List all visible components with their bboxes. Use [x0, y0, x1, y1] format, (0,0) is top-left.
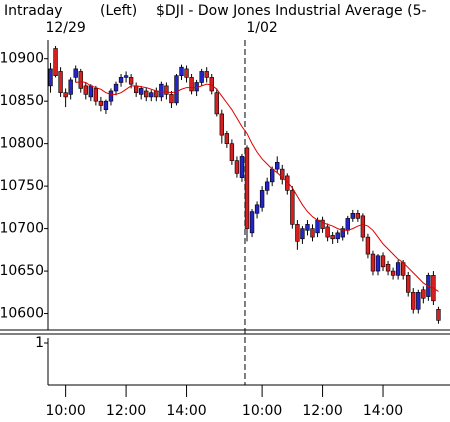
y-tick-label: 10850 — [0, 93, 44, 109]
candle-body — [78, 71, 83, 89]
candle-body — [411, 292, 416, 310]
candle-body — [290, 190, 295, 225]
y-tick-label: 10600 — [0, 306, 44, 322]
candle-body — [103, 100, 109, 110]
candle-body — [169, 94, 174, 104]
candle-body — [350, 213, 355, 219]
candle-body — [395, 262, 401, 276]
candle-body — [154, 90, 159, 98]
candle-body — [144, 90, 149, 98]
candle-body — [254, 204, 260, 214]
y-tick-label: 10700 — [0, 221, 44, 237]
candle-body — [48, 68, 53, 87]
candle-body — [234, 160, 240, 174]
candle-body — [83, 85, 88, 95]
candle-body — [380, 255, 386, 268]
x-tick-label: 12:00 — [106, 403, 146, 419]
candle-body — [385, 263, 391, 272]
candle-body — [53, 48, 58, 76]
candle-body — [209, 77, 214, 92]
candle-body — [305, 224, 310, 231]
candle-body — [88, 85, 94, 98]
candle-body — [58, 71, 63, 93]
candle-body — [315, 219, 320, 234]
candle-body — [320, 219, 325, 229]
candle-body — [133, 85, 139, 93]
candle-body — [108, 90, 114, 102]
candle-body — [68, 79, 73, 95]
candle-body — [416, 292, 421, 310]
y-tick-label: 10800 — [0, 136, 44, 152]
candle-body — [149, 92, 154, 98]
candle-body — [249, 211, 255, 234]
candle-body — [98, 100, 104, 106]
candle-body — [406, 275, 411, 293]
y-tick-label: 10750 — [0, 178, 44, 194]
candle-body — [184, 68, 189, 78]
candle-body — [345, 218, 350, 231]
candle-body — [189, 77, 194, 92]
candle-body — [330, 235, 335, 240]
candle-body — [360, 215, 366, 238]
candle-body — [179, 66, 184, 76]
y-tick-label: 10900 — [0, 51, 44, 67]
candle-body — [244, 147, 250, 229]
candle-body — [300, 228, 305, 240]
candle-body — [239, 156, 245, 178]
candle-body — [139, 88, 144, 95]
candle-body — [264, 181, 270, 191]
candle-body — [370, 253, 376, 272]
candle-body — [204, 71, 209, 78]
candle-body — [375, 255, 381, 272]
candle-body — [365, 236, 371, 255]
candle-body — [214, 92, 219, 115]
candle-body — [310, 228, 315, 238]
candle-body — [390, 270, 396, 276]
candle-body — [123, 75, 129, 78]
x-tick-label: 10:00 — [45, 403, 85, 419]
candle-body — [295, 224, 300, 242]
candle-body — [421, 289, 426, 299]
session-label: 1/02 — [246, 20, 277, 36]
candle-body — [270, 168, 275, 183]
candle-body — [229, 143, 235, 161]
session-label: 12/29 — [45, 20, 85, 36]
candle-body — [275, 162, 280, 170]
x-tick-label: 12:00 — [302, 403, 342, 419]
candle-body — [174, 75, 179, 104]
candle-body — [335, 232, 340, 240]
candle-body — [285, 175, 290, 191]
chart-title: Intraday — [4, 3, 63, 19]
x-tick-label: 14:00 — [166, 403, 206, 419]
candle-body — [93, 88, 99, 102]
candle-body — [118, 77, 124, 83]
candle-body — [325, 226, 330, 238]
y-tick-label: 10650 — [0, 263, 44, 279]
candle-body — [63, 92, 68, 98]
candle-body — [164, 85, 169, 95]
candle-body — [113, 83, 119, 92]
candle-body — [73, 68, 78, 78]
x-tick-label: 10:00 — [242, 403, 282, 419]
candle-body — [159, 83, 164, 98]
moving-average-line — [75, 81, 439, 292]
candle-body — [340, 228, 345, 238]
candle-body — [128, 77, 134, 85]
symbol-title: $DJI - Dow Jones Industrial Average (5- — [156, 3, 427, 19]
x-tick-label: 14:00 — [363, 403, 403, 419]
chart-subtitle: (Left) — [100, 3, 137, 19]
candle-body — [224, 133, 230, 144]
candle-body — [355, 213, 361, 219]
indicator-tick-label: 1 — [35, 335, 44, 351]
candle-body — [199, 71, 204, 83]
candle-body — [280, 168, 285, 180]
candle-body — [219, 113, 224, 136]
candle-body — [259, 190, 265, 208]
candle-body — [436, 309, 441, 321]
